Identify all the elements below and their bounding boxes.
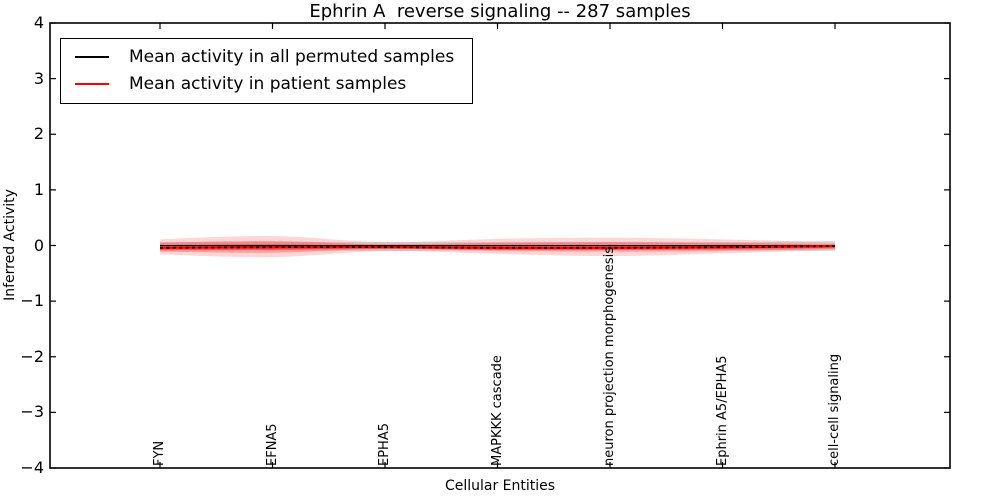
legend: Mean activity in all permuted samples Mea… <box>60 38 474 104</box>
legend-label: Mean activity in all permuted samples <box>129 46 455 67</box>
y-tick-label: −3 <box>20 402 44 422</box>
legend-line-sample <box>75 55 109 58</box>
y-tick-label: −4 <box>20 458 44 477</box>
y-tick-label: 0 <box>33 235 44 255</box>
y-tick-label: 2 <box>33 124 44 144</box>
legend-item: Mean activity in patient samples <box>75 70 454 97</box>
x-tick-label: EPHA5 <box>377 423 392 466</box>
y-tick-label: 4 <box>33 13 44 32</box>
y-tick-label: −2 <box>20 346 44 366</box>
patient-mean-line <box>159 244 836 249</box>
legend-label: Mean activity in patient samples <box>129 73 407 94</box>
x-axis-label: Cellular Entities <box>444 478 556 494</box>
x-tick-label: EFNA5 <box>264 423 280 466</box>
x-tick-label: Ephrin A5/EPHA5 <box>714 355 730 466</box>
x-tick-label: cell-cell signaling <box>827 353 842 466</box>
x-tick-label: FYN <box>152 440 167 466</box>
x-tick-label: MAPKKK cascade <box>489 355 505 466</box>
chart-title: Ephrin A reverse signaling -- 287 sample… <box>309 1 691 22</box>
legend-item: Mean activity in all permuted samples <box>75 43 454 70</box>
y-tick-label: 1 <box>33 179 44 199</box>
legend-line-sample <box>75 82 109 85</box>
y-tick-label: 3 <box>33 68 44 88</box>
x-tick-label: neuron projection morphogenesis <box>602 247 617 466</box>
y-tick-label: −1 <box>20 291 44 311</box>
